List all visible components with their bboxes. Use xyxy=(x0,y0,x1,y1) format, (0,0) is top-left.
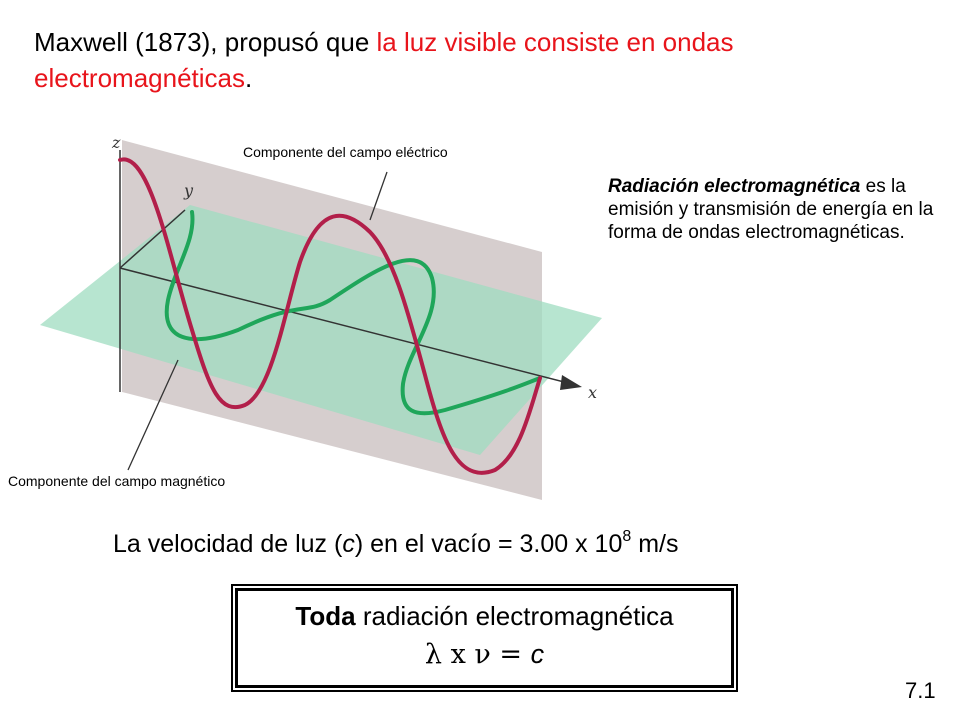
headline-highlight: la luz visible consiste en ondas electro… xyxy=(34,27,734,93)
definition-term: Radiación electromagnética xyxy=(608,176,861,197)
magnetic-label: Componente del campo magnético xyxy=(8,473,226,489)
formula-box-bold: Toda xyxy=(295,601,356,631)
formula-box: Toda radiación electromagnética λ x ν = … xyxy=(231,584,738,692)
formula-box-rest: radiación electromagnética xyxy=(355,601,674,631)
speed-middle: ) en el vacío = 3.00 x 10 xyxy=(354,530,623,558)
definition-body: es la emisión y transmisión de energía e… xyxy=(608,176,934,243)
y-axis xyxy=(119,209,186,269)
speed-suffix: m/s xyxy=(631,530,679,558)
formula: λ x ν = c xyxy=(238,639,731,670)
electric-wave xyxy=(118,157,542,475)
electric-leader xyxy=(369,171,388,221)
speed-exponent: 8 xyxy=(622,528,632,545)
headline-period: . xyxy=(245,63,253,93)
formula-c: c xyxy=(530,639,545,669)
speed-prefix: La velocidad de luz ( xyxy=(113,530,343,558)
headline-text: Maxwell (1873), propusó que xyxy=(34,27,377,57)
formula-box-title: Toda radiación electromagnética xyxy=(238,601,731,632)
magnetic-leader xyxy=(127,359,179,471)
headline: Maxwell (1873), propusó que la luz visib… xyxy=(34,24,854,96)
x-axis-arrow xyxy=(560,375,582,390)
axis-z-label: z xyxy=(111,133,121,152)
slide-number: 7.1 xyxy=(905,678,936,703)
speed-of-light: La velocidad de luz (c) en el vacío = 3.… xyxy=(113,528,679,559)
x-axis xyxy=(119,267,569,384)
definition-text: Radiación electromagnética es la emisión… xyxy=(608,175,938,244)
electric-label: Componente del campo eléctrico xyxy=(243,144,448,160)
formula-left: λ x ν = xyxy=(424,639,531,670)
axis-x-label: x xyxy=(588,383,597,402)
axis-y-label: y xyxy=(183,181,194,200)
speed-c: c xyxy=(342,530,355,558)
